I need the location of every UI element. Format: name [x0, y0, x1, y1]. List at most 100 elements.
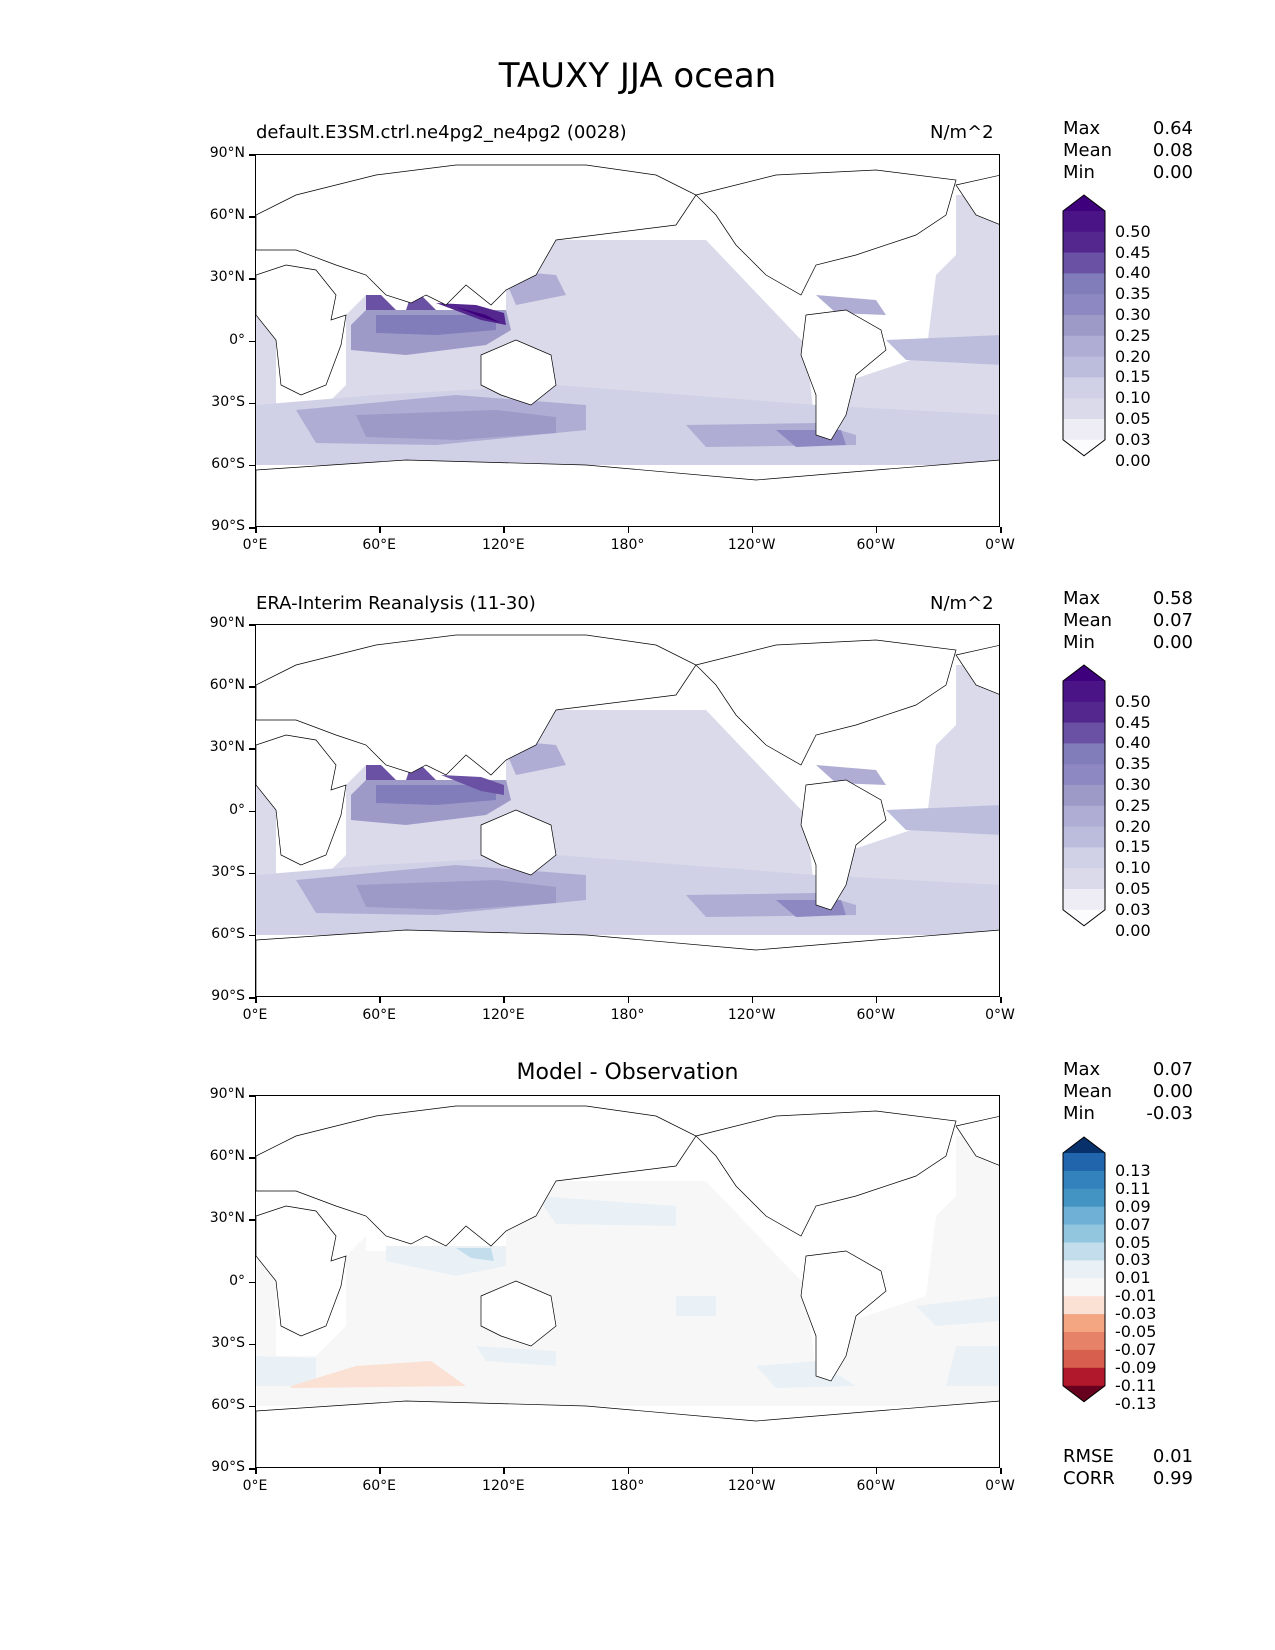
colorbar-band — [1063, 722, 1105, 744]
stat-value: 0.08 — [1152, 140, 1193, 161]
x-tick-mark — [255, 997, 257, 1003]
colorbar-tick-label: 0.03 — [1115, 429, 1151, 449]
colorbar-min-extension — [1063, 439, 1105, 456]
colorbar-band — [1063, 1296, 1105, 1315]
y-tick-mark — [249, 527, 255, 529]
x-tick-label: 120°W — [727, 1007, 776, 1023]
colorbar-band — [1063, 847, 1105, 869]
y-tick-mark — [249, 1468, 255, 1470]
x-tick-mark — [503, 527, 505, 533]
colorbar-tick-label: 0.13 — [1115, 1160, 1151, 1180]
panel-3-title: Model - Observation — [516, 1060, 739, 1085]
colorbar-band — [1063, 1332, 1105, 1351]
x-tick-mark — [751, 1468, 754, 1474]
x-tick-mark — [751, 997, 754, 1003]
x-tick-label: 120°E — [482, 1478, 525, 1494]
y-tick-mark — [249, 154, 255, 156]
y-tick-label: 0° — [229, 1272, 245, 1289]
x-tick-mark — [875, 1468, 878, 1474]
stat-value: 0.00 — [1152, 632, 1193, 653]
colorbar-tick-label: 0.50 — [1115, 221, 1151, 241]
colorbar-outline — [1062, 664, 1106, 927]
colorbar-band — [1063, 1224, 1105, 1243]
colorbar-band — [1063, 1170, 1105, 1190]
y-tick-label: 90°N — [209, 145, 245, 161]
y-tick-mark — [249, 340, 255, 342]
y-tick-mark — [249, 624, 255, 626]
colorbar-max-extension — [1063, 665, 1105, 681]
y-tick-label: 0° — [229, 801, 245, 818]
colorbar-tick-label: 0.25 — [1115, 795, 1151, 815]
y-tick-mark — [249, 216, 255, 218]
stat-label: Min — [1063, 1103, 1095, 1124]
colorbar-tick-label: 0.09 — [1115, 1196, 1151, 1216]
colorbar-graphic — [1062, 194, 1106, 457]
colorbar-band — [1063, 1153, 1105, 1172]
y-tick-mark — [249, 464, 255, 467]
x-tick-label: 120°W — [727, 537, 776, 553]
stat-label: Max — [1063, 1059, 1101, 1080]
colorbar-outline — [1062, 1136, 1106, 1403]
colorbar-band — [1063, 1367, 1105, 1387]
colorbar-tick-label: 0.40 — [1115, 733, 1151, 753]
x-tick-label: 180° — [610, 537, 645, 553]
x-tick-label: 60°E — [362, 537, 396, 553]
colorbar-tick-label: -0.07 — [1115, 1339, 1157, 1359]
x-tick-mark — [875, 527, 878, 533]
colorbar-tick-label: -0.11 — [1115, 1375, 1157, 1395]
colorbar-band — [1063, 335, 1105, 358]
colorbar-tick-label: 0.01 — [1115, 1268, 1151, 1288]
x-tick-mark — [255, 527, 257, 533]
panel-2-map — [255, 624, 1000, 997]
colorbar-tick-label: 0.15 — [1115, 837, 1151, 857]
colorbar-tick-label: 0.45 — [1115, 242, 1151, 262]
colorbar-tick-label: -0.05 — [1115, 1322, 1157, 1341]
y-tick-label: 60°N — [209, 1148, 245, 1165]
colorbar-tick-label: 0.35 — [1115, 754, 1151, 774]
colorbar-band — [1063, 252, 1105, 274]
colorbar-band — [1063, 231, 1105, 254]
panel-3-map — [255, 1095, 1000, 1468]
stat-label: RMSE — [1063, 1446, 1114, 1467]
x-tick-label: 120°W — [727, 1478, 776, 1494]
y-tick-label: 60°S — [211, 1396, 245, 1413]
x-tick-label: 0°E — [242, 1478, 268, 1494]
stat-label: Min — [1063, 632, 1095, 653]
stat-value: 0.00 — [1152, 162, 1193, 183]
colorbar-band — [1063, 1242, 1105, 1261]
y-tick-label: 30°N — [209, 739, 245, 756]
panel-2-stats: Max 0.58 Mean 0.07 Min 0.00 — [1063, 588, 1193, 654]
panel-1-map — [255, 154, 1000, 527]
colorbar-max-extension — [1063, 1137, 1105, 1153]
colorbar-band — [1063, 805, 1105, 828]
y-tick-mark — [249, 402, 255, 405]
stat-value: 0.07 — [1152, 610, 1193, 631]
stat-value: -0.03 — [1146, 1103, 1193, 1124]
x-tick-mark — [627, 997, 629, 1003]
y-tick-mark — [249, 997, 255, 999]
colorbar-tick-label: 0.45 — [1115, 712, 1151, 732]
y-tick-label: 30°S — [211, 1334, 245, 1351]
colorbar-outline — [1062, 194, 1106, 457]
colorbar-tick-label: 0.20 — [1115, 816, 1151, 836]
y-tick-label: 60°S — [211, 455, 245, 472]
stat-value: 0.64 — [1152, 118, 1193, 139]
colorbar-band — [1063, 398, 1105, 420]
colorbar-tick-label: -0.03 — [1115, 1304, 1157, 1324]
colorbar-graphic — [1062, 1136, 1106, 1403]
y-tick-mark — [249, 1095, 255, 1097]
colorbar-tick-label: 0.00 — [1115, 920, 1151, 940]
panel-2-title: ERA-Interim Reanalysis (11-30) — [256, 593, 536, 614]
colorbar-band — [1063, 356, 1105, 378]
colorbar-band — [1063, 889, 1105, 911]
y-tick-label: 60°N — [209, 207, 245, 224]
colorbar-tick-label: 0.07 — [1115, 1214, 1151, 1234]
y-tick-label: 30°N — [209, 1210, 245, 1227]
y-tick-label: 90°N — [209, 615, 245, 631]
x-tick-mark — [627, 1468, 629, 1474]
colorbar-band — [1063, 743, 1105, 765]
colorbar-tick-label: 0.15 — [1115, 367, 1151, 387]
colorbar-band — [1063, 1349, 1105, 1369]
x-tick-mark — [255, 1468, 257, 1474]
y-tick-label: 30°N — [209, 269, 245, 286]
